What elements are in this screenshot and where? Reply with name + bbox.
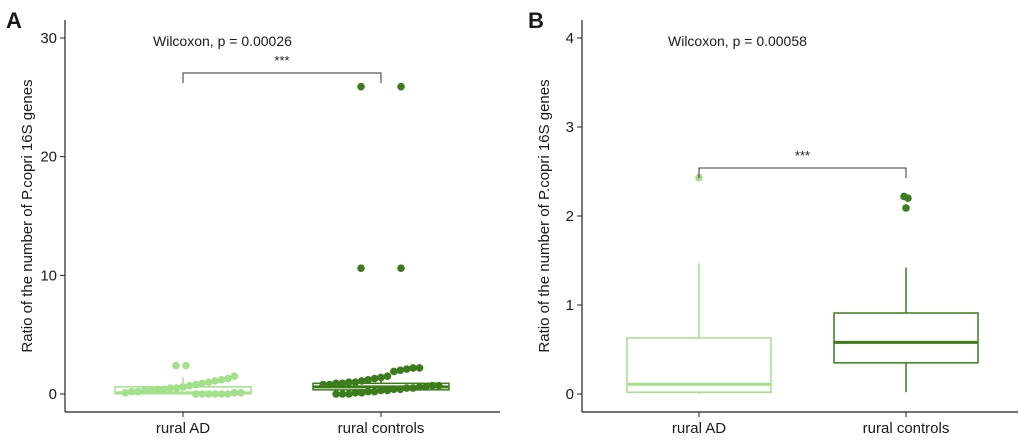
data-point [402,365,411,373]
panel-b-label: B [528,8,544,33]
data-point [390,385,398,394]
data-point [422,383,430,391]
data-point [409,384,417,392]
data-point [370,387,379,396]
data-point [172,384,181,392]
data-point [185,381,194,390]
box-iqr [626,337,772,393]
data-point [370,374,379,383]
data-point [179,383,187,391]
data-point [397,264,405,273]
data-point [345,390,353,398]
data-point [127,387,136,396]
data-point [204,390,213,398]
data-point [428,381,437,390]
data-point [402,384,411,392]
significance-stars: *** [274,53,289,68]
data-point [415,364,424,372]
significance-stars: *** [795,148,810,163]
data-point [217,375,226,384]
data-point [204,378,213,386]
panel-b-plot-area: *** [626,148,979,394]
data-point [357,377,366,385]
data-point [377,373,385,382]
significance-bracket [698,167,907,178]
data-point [198,390,207,398]
data-point [338,379,347,388]
panel-a-label: A [6,8,22,33]
data-point [415,383,424,391]
data-point [397,82,405,91]
data-point [325,380,334,389]
data-point [224,390,232,398]
data-point [192,390,200,398]
x-tick-label: rural AD [156,420,210,437]
data-point [211,390,219,398]
data-point [396,385,405,394]
data-point [121,389,129,397]
data-point [159,385,168,394]
significance-bracket [182,72,382,83]
data-point [351,389,360,397]
panel-a: A Ratio of the number of P.copri 16S gen… [6,8,500,437]
data-point [357,82,365,91]
data-point [351,378,360,386]
data-point [332,390,340,398]
data-point [364,387,372,396]
x-tick-label: rural controls [338,420,425,437]
data-point [357,264,365,273]
data-point [166,384,174,392]
data-point [237,389,245,397]
y-tick-label: 10 [40,267,57,284]
data-point [390,367,398,376]
data-point [357,389,366,397]
panel-a-wilcoxon-annotation: Wilcoxon, p = 0.00026 [153,33,292,49]
data-point [319,380,328,389]
data-point [140,386,149,395]
data-point [217,390,226,398]
data-point [396,366,405,375]
data-point [345,378,353,386]
panel-b-axes: 0 1 2 3 4 rural AD rural controls [566,20,1018,437]
panel-b-y-axis-title: Ratio of the number of P.copri 16S genes [536,79,553,352]
data-point [147,386,155,395]
data-point [211,377,219,385]
y-tick-label: 1 [566,297,574,314]
data-point [904,194,912,202]
data-point [377,386,385,395]
data-point [364,375,372,384]
panel-b: B Ratio of the number of P.copri 16S gen… [528,8,1018,437]
x-tick-label: rural AD [672,420,726,437]
y-tick-label: 30 [40,30,57,47]
data-point [338,390,347,398]
data-point [198,379,207,388]
data-point [172,361,180,370]
panel-a-plot-area: *** [114,53,450,398]
data-point [383,372,392,381]
y-tick-label: 2 [566,208,574,225]
y-tick-label: 0 [49,386,57,403]
panel-a-axes: 0 10 20 30 rural AD rural controls [40,20,500,437]
data-point [435,381,443,390]
y-tick-label: 0 [566,386,574,403]
panel-b-wilcoxon-annotation: Wilcoxon, p = 0.00058 [668,33,807,49]
data-point [332,379,340,388]
box-iqr [833,312,979,364]
data-point [902,204,910,212]
data-point [153,385,162,394]
data-point [192,380,200,389]
data-point [383,386,392,395]
y-tick-label: 3 [566,119,574,136]
data-point [230,372,239,381]
data-point [134,387,142,396]
data-point [409,364,417,372]
data-point [230,389,239,397]
x-tick-label: rural controls [863,420,950,437]
y-tick-label: 20 [40,149,57,166]
panel-a-y-axis-title: Ratio of the number of P.copri 16S genes [19,79,36,352]
data-point [224,374,232,383]
data-point [182,361,190,370]
y-tick-label: 4 [566,30,574,47]
